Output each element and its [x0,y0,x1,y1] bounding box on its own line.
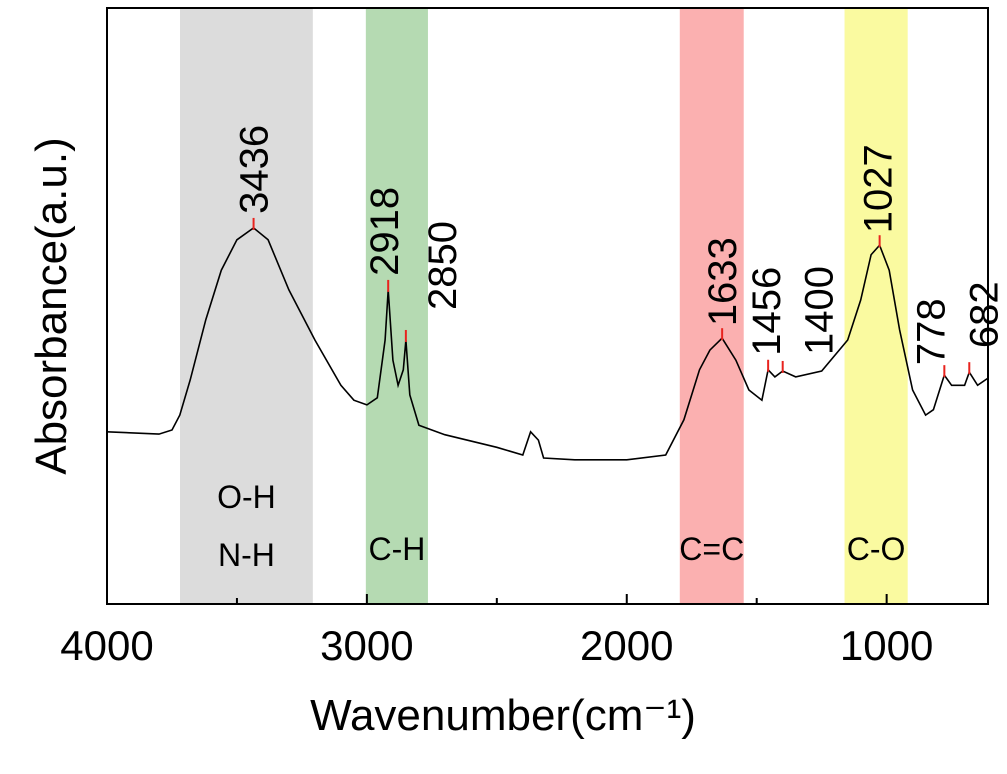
peak-label: 1027 [857,144,901,233]
band [180,8,313,604]
peak-label: 3436 [233,125,277,214]
band-label: C=C [679,531,744,567]
band [844,8,908,604]
x-tick-label: 2000 [580,622,673,669]
x-tick-label: 3000 [320,622,413,669]
peak-label: 1400 [798,266,842,355]
y-axis-label: Absorbance(a.u.) [27,137,76,475]
band [679,8,744,604]
band-label: C-O [847,531,906,567]
plot-frame [106,7,989,605]
band-label: N-H [218,537,275,573]
x-tick-label: 1000 [840,622,933,669]
peak-label: 778 [909,298,953,365]
peak-label: 1456 [745,267,789,356]
spectrum-line [106,226,989,461]
plot: 3436 2918 2850 1633 1456 1400 1027 778 682 [106,125,1006,461]
x-axis-label: Wavenumber(cm⁻¹) [310,691,696,740]
band [365,8,428,604]
x-tick-label: 4000 [60,622,153,669]
peak-label: 2850 [421,221,465,310]
peak-label: 1633 [701,237,745,326]
peak-label: 2918 [363,187,407,276]
band-label: C-H [368,531,425,567]
peak-label: 682 [962,281,1006,348]
band-label: O-H [217,479,276,515]
bands: O-H N-H C-H C=C C-O [180,8,908,604]
